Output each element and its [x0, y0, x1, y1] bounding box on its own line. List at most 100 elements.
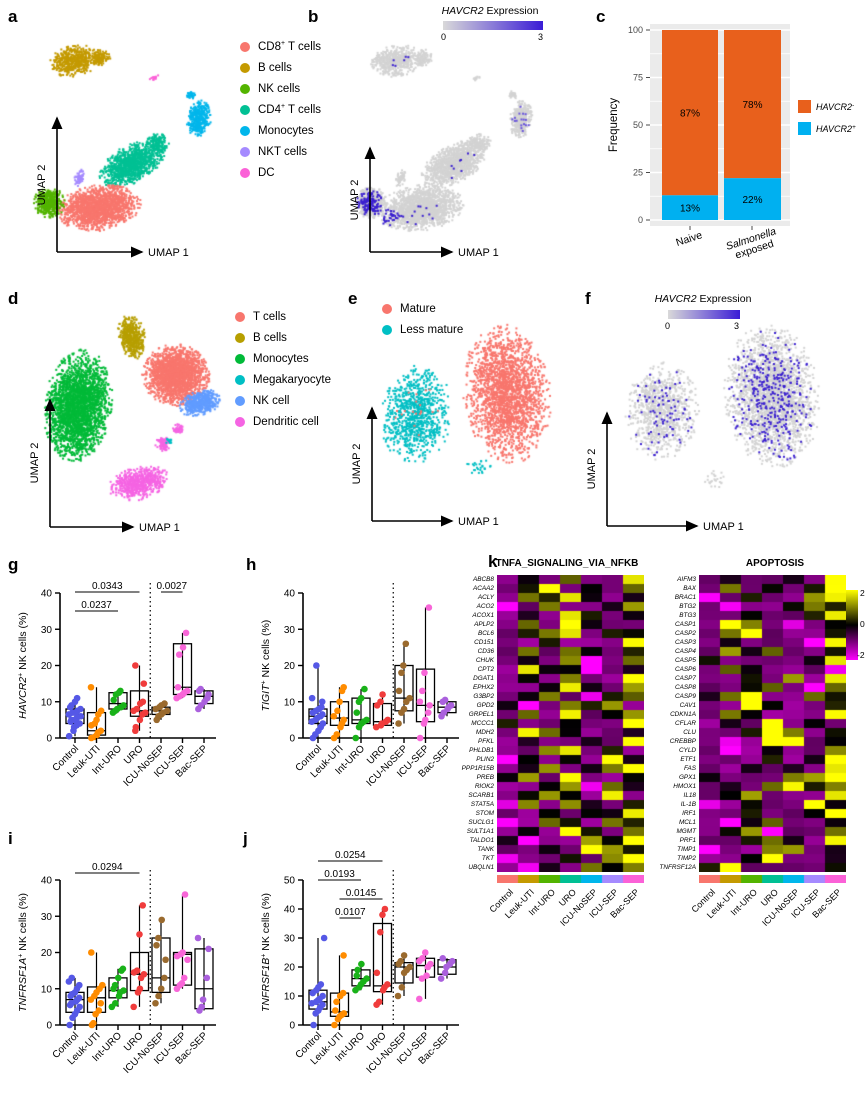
gene-label: ACO2 — [476, 603, 494, 610]
y-tick-label: 0 — [46, 734, 52, 745]
legend-color-dot — [240, 146, 250, 157]
y-tick-label: 20 — [41, 948, 53, 959]
bar-segment-havcr2-pos — [724, 178, 781, 220]
panel-letter-g: g — [8, 555, 19, 574]
gene-label: BRAC1 — [674, 594, 696, 601]
data-point — [406, 963, 414, 971]
legend-color-dot — [240, 62, 250, 73]
umap-d-points — [25, 300, 235, 540]
y-tick-label: 30 — [284, 934, 296, 945]
panel-letter-k: k — [488, 552, 498, 571]
gene-label: BAX — [683, 585, 696, 592]
legend-item-label: B cells — [258, 61, 292, 74]
umap-x-axis-label: UMAP 1 — [703, 521, 744, 533]
gene-label: UBQLN1 — [468, 864, 494, 871]
panel-letter-b: b — [308, 7, 319, 26]
data-point — [95, 1007, 103, 1014]
gene-label: CYLD — [678, 747, 696, 754]
umap-a-points — [28, 30, 238, 280]
gene-label: BCL6 — [478, 630, 494, 637]
gene-label: G3BP2 — [473, 693, 494, 700]
data-point — [422, 716, 429, 724]
heatmap-colorbar-tick-high: 2 — [860, 588, 865, 598]
gene-label: TANK — [477, 846, 494, 853]
legend-color-dot — [235, 311, 245, 322]
gene-label: CASP1 — [675, 621, 696, 628]
data-point — [179, 949, 186, 956]
legend-series-label: HAVCR2+ — [816, 124, 856, 134]
legend-color-dot — [240, 83, 250, 94]
data-point — [416, 734, 424, 742]
data-point — [203, 974, 211, 982]
p-value-label: 0.0254 — [335, 850, 366, 861]
data-point — [421, 949, 429, 956]
data-point — [363, 716, 370, 724]
data-point — [353, 709, 361, 716]
gene-label: FAS — [684, 765, 696, 772]
umap-y-axis-label: UMAP 2 — [29, 443, 41, 484]
y-title-gene: TNFRSF1A — [17, 958, 29, 1012]
legend-item-label: DC — [258, 166, 275, 179]
panel-letter-h: h — [246, 555, 257, 574]
legend-color-dot — [382, 303, 392, 314]
y-tick-label: 40 — [284, 905, 296, 916]
heatmap-colorbar-tick-low: -2 — [857, 650, 865, 660]
gene-label: CASP7 — [675, 675, 696, 682]
gene-label: MCL1 — [678, 819, 696, 826]
data-point — [97, 727, 105, 735]
umap-e-points — [358, 295, 565, 535]
data-point — [340, 952, 347, 959]
data-point — [373, 969, 381, 977]
gene-label: PREB — [476, 774, 494, 781]
gene-label: CASP2 — [675, 630, 696, 637]
gene-label: ETF1 — [680, 756, 696, 763]
colorbar-max-f: 3 — [734, 321, 740, 331]
umap-axis-arrows: UMAP 1 UMAP 2 UMAP 1 UMAP 2 UMAP 1 UMAP 2 UMAP… — [29, 116, 744, 534]
data-point — [205, 945, 212, 953]
data-point — [76, 1003, 83, 1011]
data-point — [354, 966, 361, 974]
data-point — [130, 1003, 137, 1011]
umap-x-axis-label: UMAP 1 — [458, 516, 499, 528]
data-point — [75, 994, 83, 1002]
gene-label: CD151 — [474, 639, 494, 646]
data-point — [155, 992, 162, 1000]
panel-letter-d: d — [8, 289, 19, 308]
data-point — [402, 640, 410, 648]
legend-item-label: Megakaryocyte — [253, 373, 331, 386]
legend-celltypes-a: CD8+ T cells B cells NK cells CD4+ T cells M… — [240, 36, 321, 183]
legend-item: B cells — [235, 327, 331, 348]
data-point — [427, 960, 434, 968]
y-tick-label: 25 — [633, 168, 643, 178]
data-point — [332, 1007, 339, 1014]
y-tick-label: 20 — [284, 661, 296, 672]
data-point — [158, 916, 166, 924]
data-point — [330, 712, 338, 720]
data-point — [441, 969, 449, 977]
data-point — [379, 911, 386, 919]
p-value-label: 0.0237 — [81, 600, 112, 611]
p-value-label: 0.0294 — [92, 862, 123, 873]
gene-label: CLU — [683, 729, 696, 736]
expression-colorbar-title-b: HAVCR2 Expression — [430, 5, 550, 17]
legend-item-label: Monocytes — [253, 352, 309, 365]
data-point — [77, 712, 85, 720]
legend-color-dot — [235, 395, 245, 406]
y-tick-label: 75 — [633, 73, 643, 83]
y-tick-label: 40 — [284, 589, 296, 600]
legend-item: NK cells — [240, 78, 321, 99]
legend-maturity-e: Mature Less mature — [382, 298, 463, 340]
data-point — [132, 723, 140, 731]
data-point — [198, 1003, 206, 1011]
y-tick-label: 40 — [41, 876, 53, 887]
data-point — [136, 931, 143, 938]
heatmap-colorbar-tick-mid: 0 — [860, 619, 865, 629]
legend-series-sup: + — [852, 124, 856, 131]
gene-label: ACLY — [477, 594, 494, 601]
gene-label: IRF1 — [682, 810, 696, 817]
legend-item-label: Monocytes — [258, 124, 314, 137]
